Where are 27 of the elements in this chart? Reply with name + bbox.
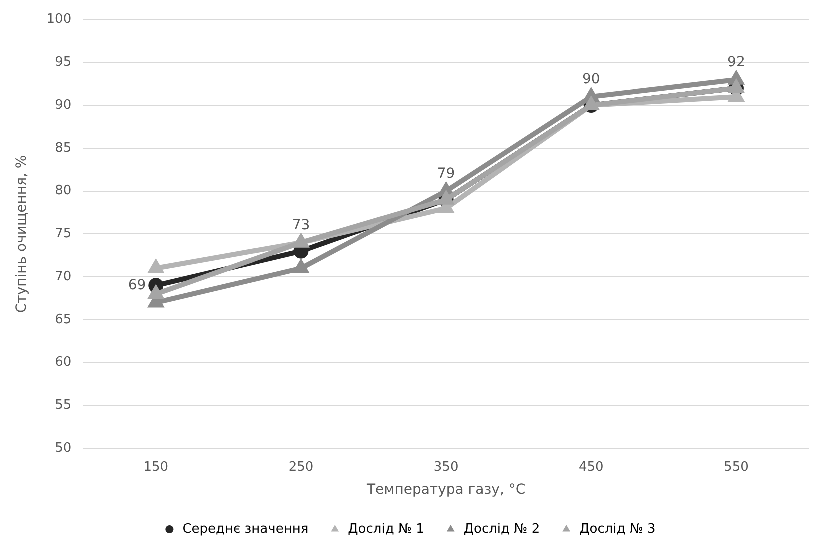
legend-label: Дослід № 2 <box>464 522 540 537</box>
y-tick-label: 70 <box>55 269 72 284</box>
y-tick-label: 80 <box>55 184 72 199</box>
legend-label: Дослід № 3 <box>580 522 656 537</box>
y-tick-label: 50 <box>55 440 72 456</box>
y-tick-label: 100 <box>46 12 72 28</box>
y-tick-label: 75 <box>55 226 72 242</box>
data-label: 73 <box>292 217 310 234</box>
y-axis-title: Ступінь очищення, % <box>14 155 30 314</box>
data-label: 92 <box>728 54 746 70</box>
x-tick-label: 150 <box>144 460 169 475</box>
x-tick-label: 350 <box>434 460 459 475</box>
legend-label: Дослід № 1 <box>348 522 424 537</box>
data-label: 69 <box>128 277 146 294</box>
y-tick-label: 85 <box>55 140 72 156</box>
x-tick-label: 550 <box>724 460 749 475</box>
y-tick-label: 95 <box>55 55 72 70</box>
y-tick-label: 55 <box>55 398 72 414</box>
y-tick-label: 60 <box>55 355 72 370</box>
legend-label: Середнє значення <box>182 522 309 537</box>
data-label: 90 <box>582 72 600 88</box>
data-label: 79 <box>437 166 456 182</box>
x-tick-label: 250 <box>288 460 314 475</box>
y-tick-label: 65 <box>55 312 72 328</box>
y-tick-label: 90 <box>55 98 72 113</box>
x-axis-title: Температура газу, °C <box>366 482 526 498</box>
x-tick-label: 450 <box>578 460 604 475</box>
